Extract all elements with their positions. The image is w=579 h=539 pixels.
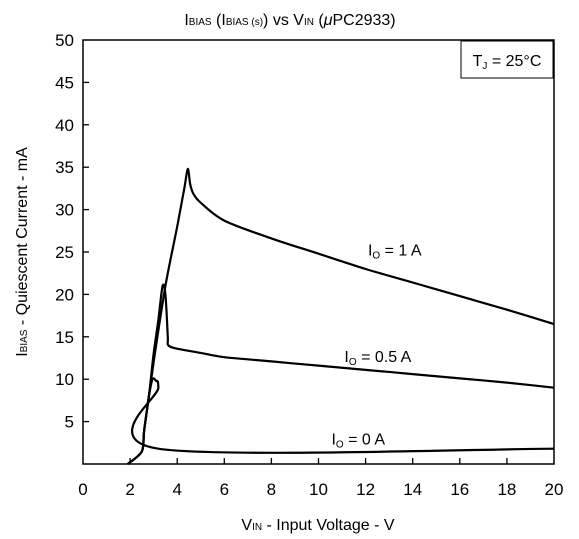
- y-tick-label: 25: [55, 243, 74, 262]
- x-tick-label: 2: [125, 480, 134, 499]
- plot-frame: [82, 39, 555, 465]
- series-label-bg: [340, 346, 441, 367]
- x-tick-label: 8: [267, 480, 276, 499]
- series-label-0: IO = 1 A: [368, 242, 422, 261]
- y-tick-label: 45: [55, 73, 74, 92]
- y-tick-label: 20: [55, 285, 74, 304]
- y-tick-label: 35: [55, 158, 74, 177]
- series-label-bg: [363, 239, 464, 260]
- x-axis-title: VIN - Input Voltage - V: [241, 517, 395, 534]
- y-tick-label: 10: [55, 370, 74, 389]
- series-line-0: [126, 167, 555, 465]
- x-tick-label: 10: [309, 480, 328, 499]
- y-tick-label: 5: [65, 413, 74, 432]
- x-tick-label: 14: [403, 480, 422, 499]
- chart-title: IBIAS (IBIAS (s)) vs VIN (μPC2933): [184, 12, 395, 29]
- y-tick-label: 50: [55, 31, 74, 50]
- y-tick-label: 40: [55, 116, 74, 135]
- x-tick-label: 6: [220, 480, 229, 499]
- x-tick-label: 20: [545, 480, 564, 499]
- temperature-annotation: TJ = 25°C: [473, 53, 542, 72]
- x-tick-label: 12: [356, 480, 375, 499]
- x-tick-label: 0: [78, 480, 87, 499]
- series-label-2: IO = 0 A: [331, 431, 385, 450]
- x-tick-label: 16: [450, 480, 469, 499]
- y-axis-title: IBIAS - Quiescent Current - mA: [14, 147, 31, 357]
- annotation-box: [460, 40, 554, 79]
- y-tick-label: 15: [55, 328, 74, 347]
- series-label-1: IO = 0.5 A: [344, 349, 411, 368]
- y-tick-label: 30: [55, 201, 74, 220]
- series-label-bg: [327, 428, 428, 449]
- x-tick-label: 18: [497, 480, 516, 499]
- x-tick-label: 4: [172, 480, 181, 499]
- series-line-2: [126, 377, 555, 465]
